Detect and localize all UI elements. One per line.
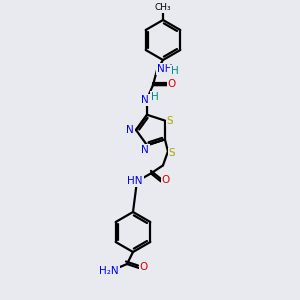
Text: H: H [151,92,159,102]
Text: O: O [168,79,176,89]
Text: N: N [126,125,134,135]
Text: O: O [162,176,170,185]
Text: N: N [141,145,149,155]
Text: S: S [169,148,175,158]
Text: CH₃: CH₃ [155,4,171,13]
Text: NH: NH [157,64,173,74]
Text: H: H [171,66,179,76]
Text: O: O [140,262,148,272]
Text: N: N [141,95,149,105]
Text: HN: HN [127,176,143,186]
Text: H₂N: H₂N [99,266,119,276]
Text: S: S [167,116,173,126]
